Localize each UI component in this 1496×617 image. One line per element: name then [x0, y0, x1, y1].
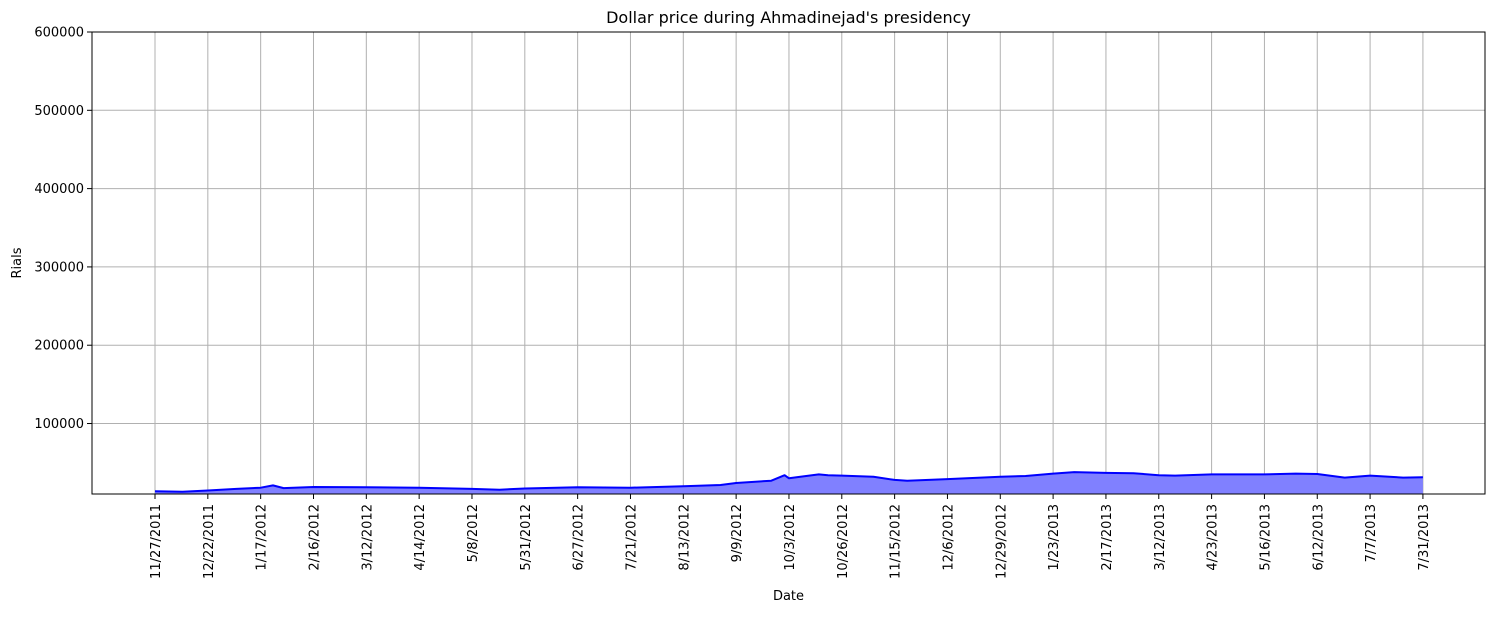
x-tick-label: 7/31/2013	[1417, 504, 1432, 571]
y-tick-label: 500000	[34, 104, 84, 119]
data-layer	[154, 471, 1423, 494]
x-tick-label: 2/17/2013	[1100, 504, 1115, 571]
y-tick-label: 300000	[34, 260, 84, 275]
x-tick-label: 6/27/2012	[572, 504, 587, 571]
x-tick-label: 4/23/2013	[1206, 504, 1221, 571]
chart-title: Dollar price during Ahmadinejad's presid…	[606, 8, 971, 27]
x-tick-label: 3/12/2012	[360, 504, 375, 571]
x-tick-label: 5/16/2013	[1258, 504, 1273, 571]
x-tick-label: 9/9/2012	[730, 504, 745, 562]
tick-layer: 11/27/2011 12/22/2011 1/17/2012 2/16/2012 3/…	[34, 26, 1432, 579]
y-tick-label: 200000	[34, 339, 84, 354]
x-tick-label: 7/7/2013	[1364, 504, 1379, 562]
x-axis-label: Date	[773, 589, 804, 604]
x-tick-label: 11/27/2011	[149, 504, 164, 579]
x-tick-label: 5/31/2012	[519, 504, 534, 571]
x-tick-label: 12/6/2012	[941, 504, 956, 571]
x-tick-label: 11/15/2012	[889, 504, 904, 579]
x-tick-label: 7/21/2012	[624, 504, 639, 571]
y-tick-label: 100000	[34, 417, 84, 432]
x-tick-label: 8/13/2012	[677, 504, 692, 571]
x-tick-label: 12/29/2012	[994, 504, 1009, 579]
x-tick-label: 4/14/2012	[413, 504, 428, 571]
x-tick-label: 2/16/2012	[307, 504, 322, 571]
x-tick-label: 6/12/2013	[1311, 504, 1326, 571]
y-tick-label: 400000	[34, 182, 84, 197]
grid-lines	[92, 31, 1485, 494]
y-tick-label: 600000	[34, 26, 84, 41]
series-line	[154, 471, 1423, 493]
y-axis-label: Rials	[10, 247, 25, 278]
x-tick-label: 1/23/2013	[1047, 504, 1062, 571]
x-tick-label: 10/26/2012	[836, 504, 851, 579]
x-tick-label: 5/8/2012	[466, 504, 481, 562]
x-tick-label: 3/12/2013	[1153, 504, 1168, 571]
x-tick-label: 10/3/2012	[783, 504, 798, 571]
series-area	[155, 472, 1423, 494]
x-tick-label: 1/17/2012	[255, 504, 270, 571]
x-tick-label: 12/22/2011	[202, 504, 217, 579]
